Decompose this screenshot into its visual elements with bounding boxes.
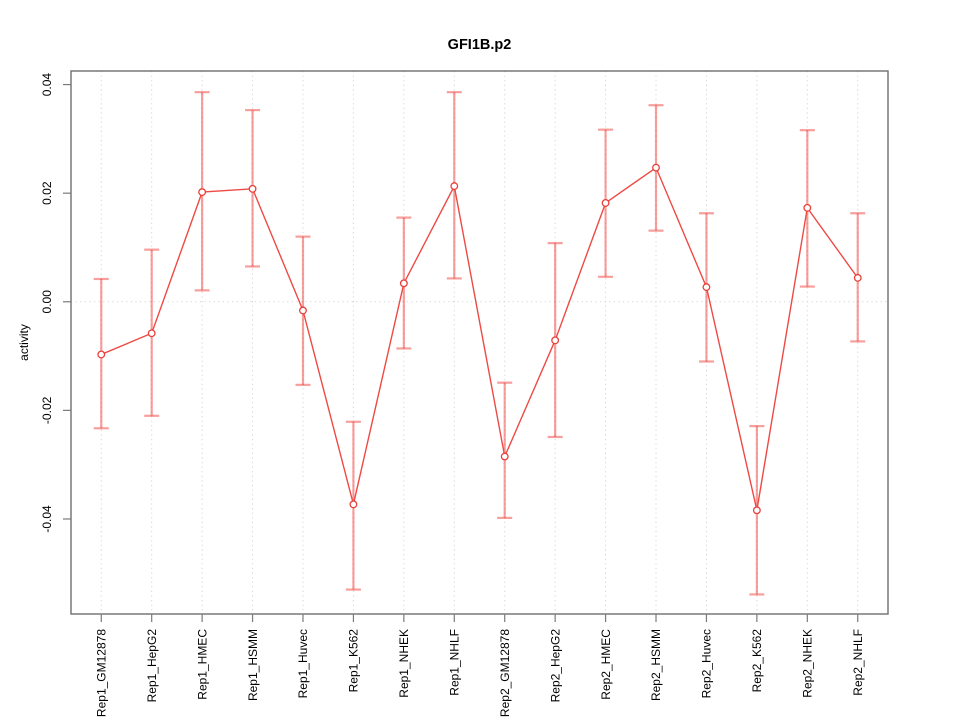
y-tick-label: -0.04 — [40, 505, 54, 533]
data-point — [450, 182, 459, 191]
data-point-markers — [97, 163, 862, 515]
data-point — [97, 350, 106, 359]
y-tick-label: 0.02 — [40, 181, 54, 205]
x-tick-label: Rep2_K562 — [750, 629, 764, 693]
x-tick-label: Rep1_NHLF — [447, 629, 461, 696]
x-tick-label: Rep2_HepG2 — [548, 629, 562, 703]
plot-gridlines — [71, 71, 888, 614]
data-point — [248, 184, 257, 193]
data-point — [349, 500, 358, 509]
data-point — [803, 203, 812, 212]
data-point — [601, 198, 610, 207]
x-tick-label: Rep1_GM12878 — [94, 629, 108, 717]
axes-and-ticks: 0.04 0.02 0.00 -0.02 -0.04 Rep1_GM12878 Rep1_H… — [40, 70, 889, 717]
data-point — [702, 283, 711, 292]
data-point — [853, 273, 862, 282]
x-tick-label: Rep2_GM12878 — [498, 629, 512, 717]
x-tick-label: Rep1_HMEC — [195, 629, 209, 700]
x-tick-label: Rep1_Huvec — [296, 629, 310, 698]
plot-border — [70, 70, 889, 615]
data-point — [198, 188, 207, 197]
data-point — [500, 452, 509, 461]
y-tick-label: -0.02 — [40, 396, 54, 424]
x-tick-label: Rep1_HSMM — [246, 629, 260, 701]
x-tick-label: Rep1_K562 — [347, 629, 361, 693]
series-polyline — [100, 166, 859, 511]
x-tick-label: Rep2_Huvec — [700, 629, 714, 698]
data-point — [752, 506, 761, 515]
y-tick-label: 0.04 — [40, 73, 54, 97]
x-tick-label: Rep2_HSMM — [649, 629, 663, 701]
x-tick-label: Rep2_HMEC — [599, 629, 613, 700]
data-point — [299, 306, 307, 315]
x-tick-label: Rep1_NHEK — [397, 629, 411, 698]
data-point — [399, 279, 408, 288]
x-tick-label: Rep2_NHLF — [851, 629, 865, 696]
error-bars — [93, 91, 866, 596]
x-tick-label: Rep1_HepG2 — [145, 629, 159, 703]
chart-title: GFI1B.p2 — [448, 37, 512, 53]
x-tick-label: Rep2_NHEK — [801, 629, 815, 698]
y-tick-label: 0.00 — [40, 290, 54, 314]
y-axis-label: activity — [17, 324, 31, 361]
series-line — [100, 166, 859, 511]
data-point — [147, 329, 156, 338]
data-point — [551, 336, 560, 345]
data-point — [652, 163, 660, 172]
